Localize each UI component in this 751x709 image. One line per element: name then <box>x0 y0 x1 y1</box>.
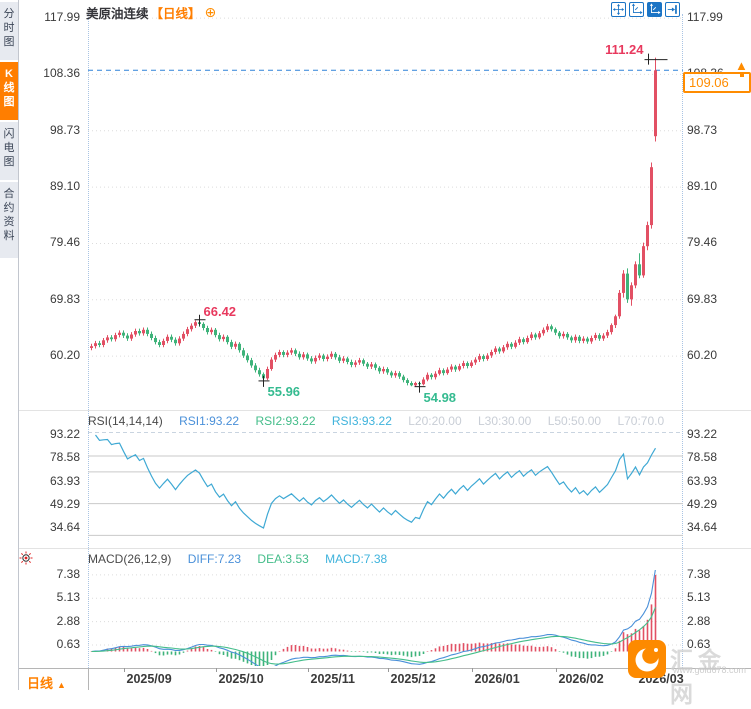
x-axis-tick <box>307 668 309 672</box>
x-axis-date-label: 2025/10 <box>218 672 264 686</box>
macd-header: MACD(26,12,9) DIFF:7.23 DEA:3.53 MACD:7.… <box>88 552 400 566</box>
price-axis-label-right: 89.10 <box>687 179 718 194</box>
rsi-title: RSI(14,14,14) <box>88 414 163 428</box>
sidebar: 分时图 K线图 闪电图 合约资料 <box>0 0 19 690</box>
last-price-tag: 109.06 <box>683 72 751 93</box>
watermark-site-url: www.gold678.com <box>673 665 747 675</box>
chart-toolbar <box>611 2 680 17</box>
price-up-arrow-stem <box>740 72 744 77</box>
macd-axis-label-right: 2.88 <box>687 613 711 628</box>
period-selector-arrow-icon: ▲ <box>57 680 66 690</box>
x-axis-tick <box>123 668 125 672</box>
rsi2-value: RSI2:93.22 <box>255 414 316 428</box>
macd-axis-label-right: 0.63 <box>687 636 711 651</box>
macd-panel-chart[interactable] <box>88 570 683 666</box>
huijin-logo <box>628 640 666 683</box>
rsi-panel-separator <box>18 410 751 411</box>
rsi1-value: RSI1:93.22 <box>179 414 240 428</box>
period-tag[interactable]: 【日线】 <box>150 7 201 21</box>
macd-axis-label-right: 7.38 <box>687 566 711 581</box>
sidebar-tab-time-share[interactable]: 分时图 <box>0 2 18 60</box>
rsi-header: RSI(14,14,14) RSI1:93.22 RSI2:93.22 RSI3… <box>88 414 677 428</box>
x-axis-date-label: 2025/09 <box>126 672 172 686</box>
macd-axis-label-right: 5.13 <box>687 590 711 605</box>
rsi-axis-label-left: 49.29 <box>49 496 80 511</box>
rsi-axis-label-left: 93.22 <box>49 427 80 441</box>
pan-right-icon[interactable] <box>665 2 680 17</box>
rsi-l30-value: L30:30.00 <box>477 414 532 428</box>
price-annotation-55-96: 55.96 <box>267 383 301 399</box>
rsi-axis-label-right: 93.22 <box>687 427 718 441</box>
macd-axis-label-left: 0.63 <box>56 636 80 651</box>
macd-axis-label-left: 7.38 <box>56 566 80 581</box>
price-axis-label-right: 60.20 <box>687 348 718 363</box>
watermark-site-name: 汇金网 <box>670 647 726 707</box>
rsi-axis-label-left: 63.93 <box>49 473 80 488</box>
candlestick-chart[interactable] <box>88 14 683 408</box>
period-selector[interactable]: 日线 ▲ <box>27 673 66 692</box>
price-axis-label-right: 79.46 <box>687 235 718 250</box>
x-axis-tick <box>215 668 217 672</box>
plot-right-border <box>682 14 683 668</box>
rsi-axis-label-right: 78.58 <box>687 450 718 465</box>
rsi-axis-label-left: 34.64 <box>49 520 80 534</box>
rsi3-value: RSI3:93.22 <box>331 414 392 428</box>
rsi-panel-chart[interactable] <box>88 432 683 540</box>
price-axis-label-right: 69.83 <box>687 291 718 306</box>
x-axis-date-label: 2026/02 <box>558 672 604 686</box>
price-annotation-66-42: 66.42 <box>203 303 237 319</box>
rsi-axis-label-right: 34.64 <box>687 520 718 534</box>
axis-zoom-icon[interactable] <box>629 2 644 17</box>
rsi-l20-value: L20:20.00 <box>408 414 462 428</box>
macd-axis-label-left: 5.13 <box>56 590 80 605</box>
move-tool-icon[interactable] <box>611 2 626 17</box>
price-annotation-54-98: 54.98 <box>423 389 457 405</box>
price-axis-label-left: 108.36 <box>43 66 80 81</box>
rsi-axis-label-left: 78.58 <box>49 450 80 465</box>
price-axis-label-left: 79.46 <box>49 235 80 250</box>
macd-axis-label-left: 2.88 <box>56 613 80 628</box>
x-axis-left-divider <box>88 668 89 690</box>
price-axis-label-right: 117.99 <box>687 10 723 25</box>
price-axis-label-left: 69.83 <box>49 291 80 306</box>
price-axis-label-left: 89.10 <box>49 179 80 194</box>
add-indicator-icon[interactable]: ⊕ <box>204 4 217 20</box>
price-up-arrow-icon: ▲ <box>735 58 748 73</box>
sidebar-tab-flash[interactable]: 闪电图 <box>0 122 18 180</box>
rsi-axis-label-right: 63.93 <box>687 473 718 488</box>
price-axis-label-left: 60.20 <box>49 348 80 363</box>
sidebar-tab-kline[interactable]: K线图 <box>0 62 18 120</box>
x-axis-date-label: 2025/12 <box>390 672 436 686</box>
diff-value: DIFF:7.23 <box>187 552 242 566</box>
x-axis-tick <box>471 668 473 672</box>
sidebar-tab-contract-info[interactable]: 合约资料 <box>0 182 18 258</box>
axis-zoom-active-icon[interactable] <box>647 2 662 17</box>
price-axis-label-left: 98.73 <box>49 122 80 137</box>
indicator-settings-icon[interactable] <box>19 551 33 570</box>
x-axis-tick <box>387 668 389 672</box>
symbol-name: 美原油连续 <box>86 7 149 21</box>
x-axis-date-label: 2026/01 <box>474 672 520 686</box>
price-axis-label-right: 98.73 <box>687 122 718 137</box>
x-axis-line <box>0 668 751 669</box>
price-axis-label-left: 117.99 <box>44 10 80 25</box>
period-selector-label: 日线 <box>27 676 54 691</box>
price-annotation-111-24: 111.24 <box>605 41 644 57</box>
macd-title: MACD(26,12,9) <box>88 552 172 566</box>
rsi-l70-value: L70:70.0 <box>617 414 665 428</box>
plot-left-border <box>88 14 89 668</box>
dea-value: DEA:3.53 <box>257 552 309 566</box>
macd-panel-separator <box>18 548 751 549</box>
macd-value: MACD:7.38 <box>325 552 388 566</box>
x-axis-date-label: 2025/11 <box>310 672 356 686</box>
x-axis-tick <box>555 668 557 672</box>
rsi-l50-value: L50:50.00 <box>547 414 602 428</box>
rsi-axis-label-right: 49.29 <box>687 496 718 511</box>
chart-header: 美原油连续 【日线】 ⊕ <box>86 3 216 22</box>
